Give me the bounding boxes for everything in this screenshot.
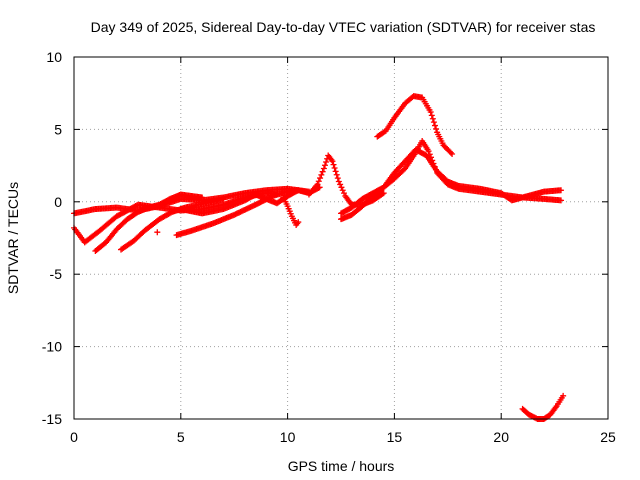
data-point-marker — [333, 171, 340, 178]
data-point-marker — [335, 178, 342, 185]
series-arc-dip-10 — [280, 194, 302, 228]
data-point-marker — [323, 158, 330, 165]
data-point-marker — [295, 187, 302, 194]
data-point-marker — [334, 175, 341, 182]
data-point-marker — [379, 190, 386, 197]
x-tick-label: 5 — [177, 429, 185, 445]
data-point-marker — [318, 171, 325, 178]
data-point-marker — [429, 115, 436, 122]
data-point-marker — [332, 168, 339, 175]
y-tick-label: -5 — [50, 266, 63, 282]
data-point-marker — [433, 125, 440, 132]
data-point-marker — [199, 194, 206, 201]
x-axis-ticks: 0 5 10 15 20 25 — [70, 57, 616, 445]
series-arc-low-3 — [92, 191, 206, 255]
data-point-marker — [340, 190, 347, 197]
data-point-marker — [558, 187, 565, 194]
series-arc-mid-2 — [177, 187, 302, 217]
data-point-marker — [331, 165, 338, 172]
data-point-marker — [315, 178, 322, 185]
data-point-marker — [295, 219, 302, 226]
data-point-marker — [428, 112, 435, 119]
y-tick-label: -10 — [42, 339, 62, 355]
y-axis-label: SDTVAR / TECUs — [5, 182, 21, 294]
data-point-marker — [330, 161, 337, 168]
y-tick-label: 0 — [54, 194, 62, 210]
series-arc-peak-12 — [305, 152, 387, 208]
data-point-marker — [321, 162, 328, 169]
x-tick-label: 25 — [600, 429, 616, 445]
data-point-marker — [337, 181, 344, 188]
x-tick-label: 10 — [280, 429, 296, 445]
y-tick-label: 10 — [46, 49, 62, 65]
data-point-marker — [314, 181, 321, 188]
data-point-marker — [447, 149, 454, 156]
series-arc-neg — [519, 392, 567, 422]
grid-lines — [74, 57, 608, 419]
data-point-marker — [154, 229, 161, 236]
data-points — [71, 93, 567, 422]
plot-frame — [73, 56, 609, 420]
chart-title: Day 349 of 2025, Sidereal Day-to-day VTE… — [91, 19, 596, 35]
y-axis-ticks: -15 -10 -5 0 5 10 — [42, 49, 608, 427]
data-point-marker — [380, 190, 387, 197]
x-tick-label: 15 — [387, 429, 403, 445]
data-point-marker — [449, 151, 456, 158]
series-arc-rise-2 — [338, 146, 565, 223]
data-point-marker — [431, 122, 438, 129]
x-tick-label: 0 — [70, 429, 78, 445]
x-tick-label: 20 — [493, 429, 509, 445]
data-point-marker — [558, 197, 565, 204]
y-tick-label: 5 — [54, 121, 62, 137]
data-point-marker — [339, 187, 346, 194]
data-point-marker — [560, 392, 567, 399]
y-tick-label: -15 — [42, 411, 62, 427]
data-point-marker — [338, 184, 345, 191]
data-point-marker — [319, 168, 326, 175]
data-point-marker — [329, 158, 336, 165]
data-point-marker — [320, 165, 327, 172]
x-axis-label: GPS time / hours — [288, 458, 395, 474]
series-arc-high — [374, 93, 456, 158]
series-outlier — [154, 229, 161, 236]
data-point-marker — [425, 148, 432, 155]
data-point-marker — [430, 119, 437, 126]
data-point-marker — [220, 195, 227, 202]
data-point-marker — [427, 109, 434, 116]
data-point-marker — [317, 175, 324, 182]
